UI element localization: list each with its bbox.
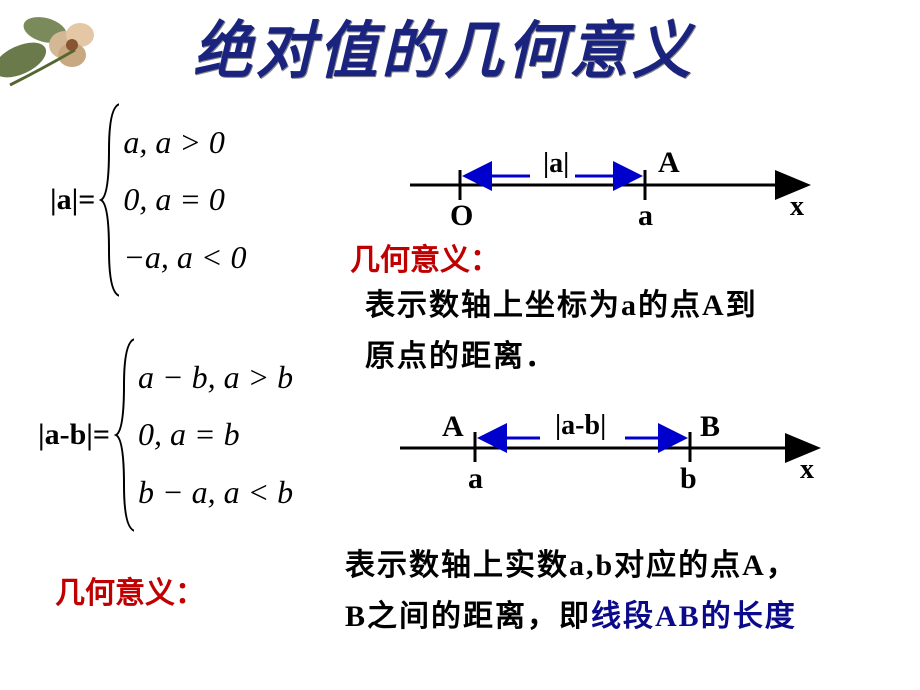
- point-B-label: B: [700, 410, 720, 443]
- decorative-flower: [0, 0, 130, 100]
- segment-ab-highlight: 线段AB的长度: [591, 600, 797, 633]
- explain1-line1: 表示数轴上坐标为a的点A到: [365, 280, 905, 331]
- page-title: 绝对值的几何意义: [193, 0, 695, 90]
- point-A-label-2: A: [442, 410, 464, 443]
- coord-b-label: b: [680, 462, 697, 495]
- coord-a-label-2: a: [468, 462, 483, 495]
- case-row: a − b, a > b: [138, 349, 293, 407]
- origin-label: O: [450, 199, 473, 230]
- number-line-a: |a| A O a x: [410, 140, 820, 235]
- axis-x-label: x: [790, 191, 804, 222]
- brace-icon: [99, 100, 119, 300]
- axis-x-label-2: x: [800, 454, 814, 485]
- explain-text-2: 表示数轴上实数a,b对应的点A， B之间的距离，即线段AB的长度: [345, 540, 915, 642]
- case-row: 0, a = b: [138, 406, 293, 464]
- mid-label: |a|: [543, 148, 569, 179]
- case-row: a, a > 0: [123, 114, 246, 172]
- case-row: 0, a = 0: [123, 171, 246, 229]
- explain-text-1: 表示数轴上坐标为a的点A到 原点的距离．: [365, 280, 905, 382]
- formula-abs-a-minus-b: |a-b|= a − b, a > b 0, a = b b − a, a < …: [38, 335, 293, 535]
- number-line-ab: |a-b| A B a b x: [400, 400, 830, 500]
- case-row: b − a, a < b: [138, 464, 293, 522]
- brace-icon: [114, 335, 134, 535]
- mid-label-2: |a-b|: [555, 410, 606, 441]
- coord-a-label: a: [638, 199, 653, 230]
- case-row: −a, a < 0: [123, 229, 246, 287]
- formula2-lhs: |a-b|=: [38, 418, 110, 452]
- explain1-line2: 原点的距离．: [365, 331, 905, 382]
- explain2-line2: B之间的距离，即线段AB的长度: [345, 591, 915, 642]
- geometric-meaning-label-1: 几何意义：: [350, 235, 500, 279]
- formula-abs-a: |a|= a, a > 0 0, a = 0 −a, a < 0: [50, 100, 247, 300]
- point-A-label: A: [658, 146, 680, 179]
- explain2-line1: 表示数轴上实数a,b对应的点A，: [345, 540, 915, 591]
- geometric-meaning-label-2: 几何意义：: [55, 568, 205, 612]
- formula1-cases: a, a > 0 0, a = 0 −a, a < 0: [123, 114, 246, 287]
- explain2-l2-p1: B之间的距离，即: [345, 600, 591, 633]
- formula2-cases: a − b, a > b 0, a = b b − a, a < b: [138, 349, 293, 522]
- formula1-lhs: |a|=: [50, 183, 95, 217]
